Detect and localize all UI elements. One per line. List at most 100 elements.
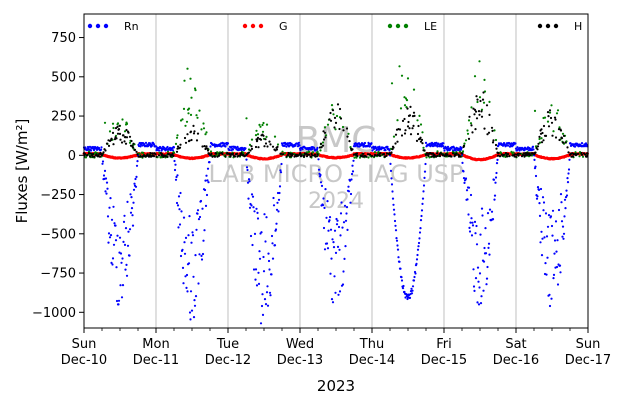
point-le bbox=[330, 104, 334, 107]
point-le bbox=[404, 97, 408, 100]
point-rn bbox=[271, 257, 275, 260]
point-rn bbox=[247, 197, 250, 200]
point-rn bbox=[208, 161, 211, 164]
point-h bbox=[132, 142, 135, 145]
point-rn bbox=[325, 242, 329, 245]
point-rn bbox=[473, 289, 476, 292]
point-rn bbox=[250, 193, 254, 196]
point-rn bbox=[178, 208, 181, 211]
legend-marker-h bbox=[553, 23, 559, 29]
point-rn bbox=[202, 239, 205, 242]
point-le bbox=[470, 106, 473, 109]
point-rn bbox=[446, 145, 450, 148]
point-h bbox=[547, 115, 550, 118]
point-h bbox=[206, 149, 210, 152]
point-le bbox=[174, 142, 178, 145]
y-tick-label: −750 bbox=[40, 267, 76, 282]
point-h bbox=[417, 124, 420, 128]
point-le bbox=[181, 118, 184, 121]
point-rn bbox=[173, 168, 177, 172]
point-rn bbox=[326, 200, 329, 203]
point-le bbox=[182, 107, 186, 110]
point-rn bbox=[482, 260, 486, 263]
point-rn bbox=[201, 252, 205, 256]
point-le bbox=[87, 150, 91, 153]
point-rn bbox=[552, 273, 556, 276]
point-le bbox=[125, 122, 129, 125]
point-h bbox=[365, 155, 368, 158]
point-rn bbox=[349, 192, 353, 196]
point-rn bbox=[317, 168, 321, 171]
point-h bbox=[424, 153, 428, 156]
point-h bbox=[130, 139, 133, 143]
x-axis-label: 2023 bbox=[317, 377, 355, 395]
point-rn bbox=[473, 220, 477, 223]
point-h bbox=[346, 135, 349, 138]
point-le bbox=[276, 143, 280, 146]
point-rn bbox=[89, 149, 93, 152]
point-rn bbox=[128, 228, 132, 231]
point-rn bbox=[194, 254, 197, 257]
point-rn bbox=[248, 206, 252, 209]
point-rn bbox=[265, 291, 269, 294]
point-h bbox=[461, 152, 464, 155]
point-rn bbox=[343, 204, 347, 207]
point-le bbox=[399, 107, 403, 110]
point-le bbox=[189, 113, 193, 116]
point-rn bbox=[162, 146, 166, 149]
point-rn bbox=[277, 210, 280, 213]
point-le bbox=[307, 150, 311, 153]
point-rn bbox=[479, 233, 482, 236]
point-rn bbox=[106, 187, 109, 190]
point-h bbox=[459, 155, 462, 158]
point-rn bbox=[561, 235, 564, 238]
point-rn bbox=[251, 243, 254, 247]
point-rn bbox=[494, 176, 498, 179]
point-rn bbox=[363, 141, 367, 145]
point-rn bbox=[322, 226, 326, 230]
point-rn bbox=[465, 189, 469, 192]
point-le bbox=[265, 135, 268, 138]
point-h bbox=[229, 155, 232, 158]
point-rn bbox=[298, 144, 301, 147]
point-rn bbox=[113, 222, 116, 225]
point-rn bbox=[126, 200, 129, 203]
point-h bbox=[403, 117, 406, 121]
point-rn bbox=[181, 248, 184, 251]
point-rn bbox=[557, 208, 561, 212]
point-rn bbox=[188, 215, 191, 218]
point-h bbox=[118, 124, 121, 127]
point-rn bbox=[323, 206, 326, 209]
point-rn bbox=[270, 234, 274, 238]
point-h bbox=[558, 138, 561, 142]
point-h bbox=[477, 110, 481, 113]
x-tick-day: Fri bbox=[436, 337, 452, 352]
data-points bbox=[82, 60, 589, 325]
point-h bbox=[430, 155, 434, 158]
point-h bbox=[329, 111, 332, 115]
point-rn bbox=[150, 144, 154, 147]
point-rn bbox=[228, 148, 231, 152]
point-rn bbox=[310, 148, 314, 151]
point-h bbox=[542, 139, 545, 142]
point-h bbox=[583, 153, 587, 156]
point-le bbox=[488, 100, 491, 103]
point-rn bbox=[186, 290, 189, 293]
point-rn bbox=[338, 290, 342, 293]
point-le bbox=[141, 151, 145, 154]
point-h bbox=[517, 154, 520, 157]
point-rn bbox=[487, 242, 491, 245]
point-rn bbox=[548, 293, 551, 296]
point-rn bbox=[421, 197, 425, 200]
point-rn bbox=[134, 177, 137, 181]
point-le bbox=[494, 138, 498, 142]
point-le bbox=[204, 133, 207, 136]
point-rn bbox=[412, 279, 416, 282]
point-le bbox=[341, 125, 345, 129]
point-h bbox=[183, 136, 187, 140]
point-h bbox=[319, 142, 323, 145]
point-h bbox=[580, 151, 583, 155]
point-rn bbox=[371, 149, 374, 152]
legend-label-rn: Rn bbox=[124, 20, 139, 33]
point-le bbox=[195, 114, 198, 117]
